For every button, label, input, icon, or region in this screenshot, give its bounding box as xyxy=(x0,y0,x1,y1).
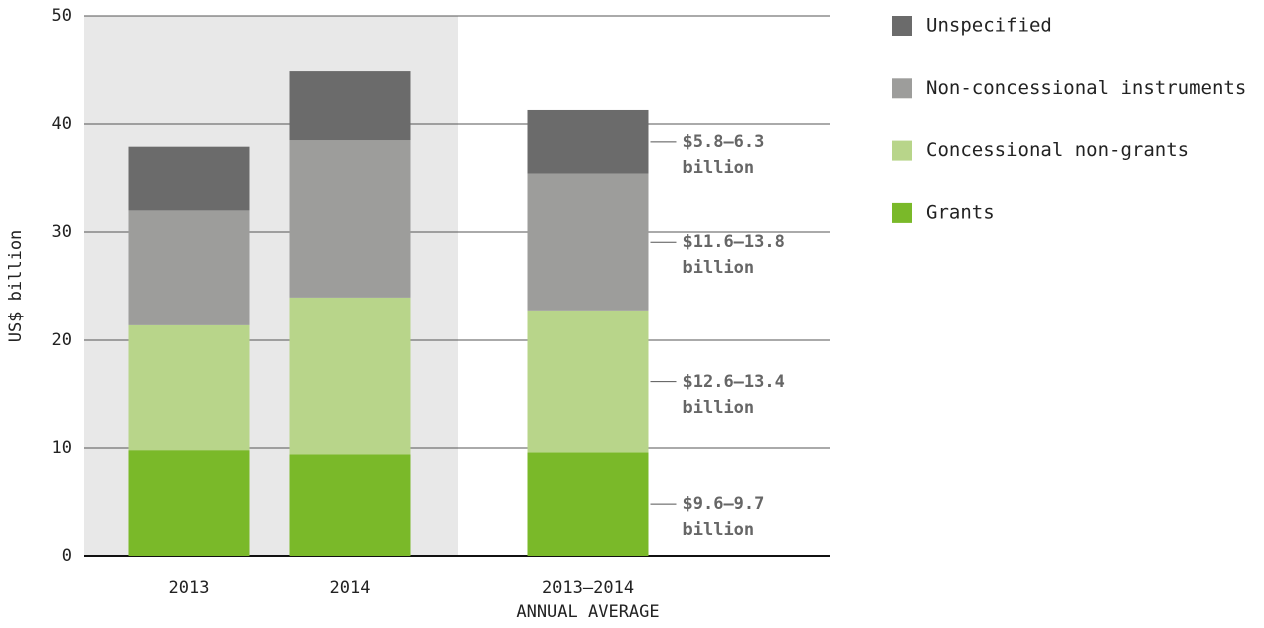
bar-segment xyxy=(289,140,411,298)
legend-swatch xyxy=(892,140,912,161)
legend-label: Grants xyxy=(926,201,995,223)
annotation: $9.6–9.7 billion xyxy=(682,494,765,541)
annotation: $11.6–13.8 billion xyxy=(682,232,785,279)
y-tick-label: 30 xyxy=(52,222,72,242)
bar-segment xyxy=(128,210,250,325)
y-axis-label: US$ billion xyxy=(6,230,26,343)
bar-segment xyxy=(289,454,411,556)
bar-segment xyxy=(527,310,649,453)
bar-segment xyxy=(128,450,250,556)
legend-label: Non-concessional instruments xyxy=(926,77,1246,99)
legend-swatch xyxy=(892,202,912,223)
legend-label: Unspecified xyxy=(926,15,1052,37)
bar-segment xyxy=(527,109,649,174)
x-tick-label: 2013 xyxy=(168,578,210,598)
bar-segment xyxy=(527,173,649,311)
bar-segment xyxy=(289,71,411,141)
bar-segment xyxy=(128,146,250,211)
legend-swatch xyxy=(892,78,912,99)
y-tick-label: 0 xyxy=(62,546,72,566)
y-tick-label: 20 xyxy=(52,330,72,350)
annotation: $12.6–13.4 billion xyxy=(682,371,785,418)
x-tick-label: 2013–2014 ANNUAL AVERAGE xyxy=(516,578,660,622)
bar-segment xyxy=(527,452,649,556)
bar-segment xyxy=(128,324,250,451)
y-tick-label: 50 xyxy=(52,6,72,26)
bar-segment xyxy=(289,297,411,455)
y-tick-label: 10 xyxy=(52,438,72,458)
y-tick-label: 40 xyxy=(52,114,72,134)
legend-label: Concessional non-grants xyxy=(926,139,1189,161)
legend-swatch xyxy=(892,16,912,36)
x-tick-label: 2014 xyxy=(329,578,371,598)
annotation: $5.8–6.3 billion xyxy=(682,131,765,178)
